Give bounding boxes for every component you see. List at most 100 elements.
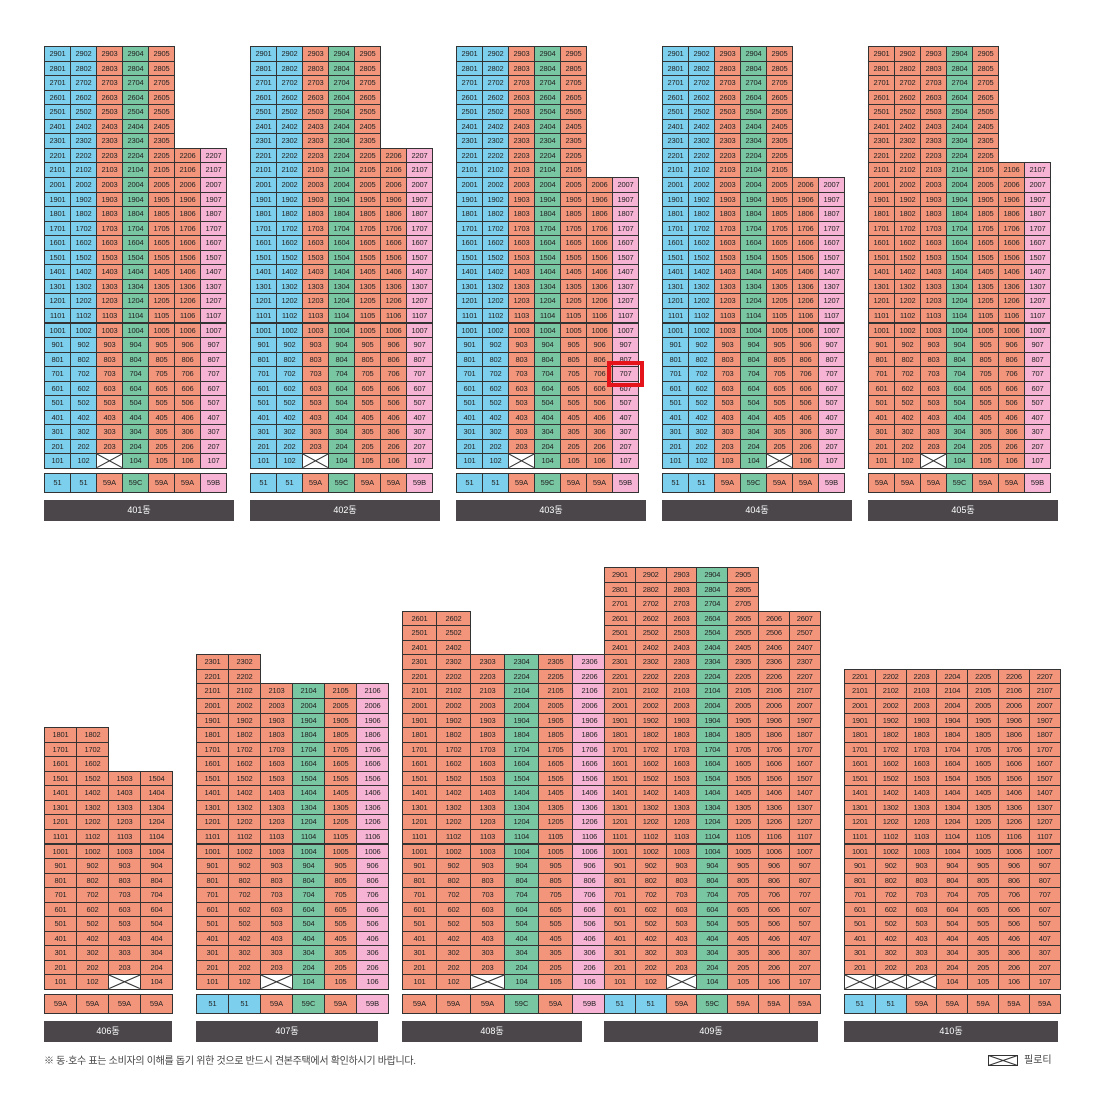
unit-cell: 201 [44,438,71,455]
unit-cell: 1904 [946,191,973,208]
unit-cell: 603 [714,380,741,397]
unit-cell: 406 [572,930,607,947]
unit-cell: 1805 [324,727,357,743]
unit-cell: 102 [228,974,261,990]
unit-cell: 1701 [662,220,689,237]
unit-cell: 402 [688,409,715,426]
unit-type-label: 59B [406,473,433,493]
unit-type-label: 59B [200,473,227,493]
unit-cell: 2001 [44,177,71,193]
unit-cell: 2103 [920,162,947,178]
unit-cell: 1802 [688,206,715,222]
unit-cell: 1103 [302,307,329,324]
unit-cell: 403 [302,409,329,426]
unit-cell: 1902 [70,191,97,208]
unit-cell: 803 [260,872,293,889]
unit-type-label: 59A [665,994,698,1014]
unit-cell: 1301 [662,278,689,295]
unit-cell: 1003 [665,843,698,860]
unit-cell: 801 [250,351,277,368]
unit-cell: 1706 [998,741,1030,758]
unit-cell: 901 [604,858,636,874]
unit-cell: 2005 [972,177,999,193]
unit-cell: 1104 [946,307,973,324]
unit-cell: 1005 [538,843,573,860]
unit-cell: 1903 [260,712,293,729]
unit-cell: 2104 [936,683,969,699]
unit-cell: 301 [44,945,77,961]
unit-cell: 1902 [634,712,667,729]
unit-cell: 2701 [250,75,277,91]
pilotis-cell [108,974,141,990]
unit-cell: 204 [534,438,561,455]
unit-cell: 1304 [328,278,355,295]
unit-cell: 2804 [946,60,973,77]
unit-cell: 305 [148,424,175,440]
unit-cell: 102 [482,453,509,469]
unit-cell: 2505 [560,104,587,120]
unit-cell: 203 [714,438,741,455]
unit-cell: 2004 [946,177,973,193]
unit-cell: 702 [874,887,907,903]
unit-cell: 2502 [276,104,303,120]
unit-type-label: 59A [998,473,1025,493]
unit-cell: 1303 [470,799,505,816]
unit-cell: 101 [456,453,483,469]
unit-cell: 506 [586,395,613,411]
unit-cell: 2904 [946,46,973,62]
unit-cell: 1902 [482,191,509,208]
unit-cell: 2205 [766,147,793,164]
unit-cell: 1906 [792,191,819,208]
unit-cell: 1306 [356,799,389,816]
unit-cell: 1401 [456,264,483,280]
unit-cell: 106 [380,453,407,469]
unit-cell: 603 [920,380,947,397]
unit-cell: 1302 [436,799,471,816]
unit-cell: 1002 [76,843,109,860]
unit-cell: 1802 [634,727,667,743]
unit-cell: 905 [766,337,793,353]
unit-cell: 1602 [436,756,471,772]
unit-cell: 1803 [905,727,938,743]
unit-cell: 1903 [665,712,698,729]
unit-type-label: 59A [967,994,999,1014]
unit-cell: 1005 [354,322,381,339]
unit-cell: 104 [292,974,325,990]
unit-cell: 2105 [538,683,573,699]
unit-cell: 306 [572,945,607,961]
unit-cell: 1203 [714,293,741,309]
unit-cell: 806 [572,872,607,889]
unit-cell: 805 [766,351,793,368]
unit-cell: 2504 [740,104,767,120]
unit-cell: 1901 [402,712,437,729]
unit-cell: 2903 [665,567,698,583]
unit-type-label: 51 [634,994,667,1014]
unit-cell: 1601 [662,235,689,251]
unit-cell: 1501 [250,249,277,266]
unit-cell: 2902 [276,46,303,62]
unit-cell: 2901 [456,46,483,62]
unit-cell: 503 [108,916,141,932]
unit-cell: 706 [998,366,1025,382]
unit-cell: 304 [936,945,969,961]
unit-cell: 1205 [148,293,175,309]
unit-cell: 1005 [972,322,999,339]
unit-type-label: 59A [714,473,741,493]
unit-cell: 2503 [302,104,329,120]
unit-cell: 2202 [436,668,471,685]
unit-cell: 903 [470,858,505,874]
unit-cell: 1201 [44,293,71,309]
unit-cell: 2602 [688,89,715,106]
unit-cell: 1601 [402,756,437,772]
unit-cell: 2204 [122,147,149,164]
unit-cell: 2201 [44,147,71,164]
unit-cell: 101 [44,974,77,990]
unit-cell: 503 [665,916,698,932]
unit-cell: 1704 [696,741,729,758]
unit-cell: 104 [936,974,969,990]
unit-cell: 2007 [818,177,845,193]
unit-cell: 2201 [250,147,277,164]
unit-cell: 506 [380,395,407,411]
unit-cell: 1303 [108,799,141,816]
unit-cell: 404 [534,409,561,426]
